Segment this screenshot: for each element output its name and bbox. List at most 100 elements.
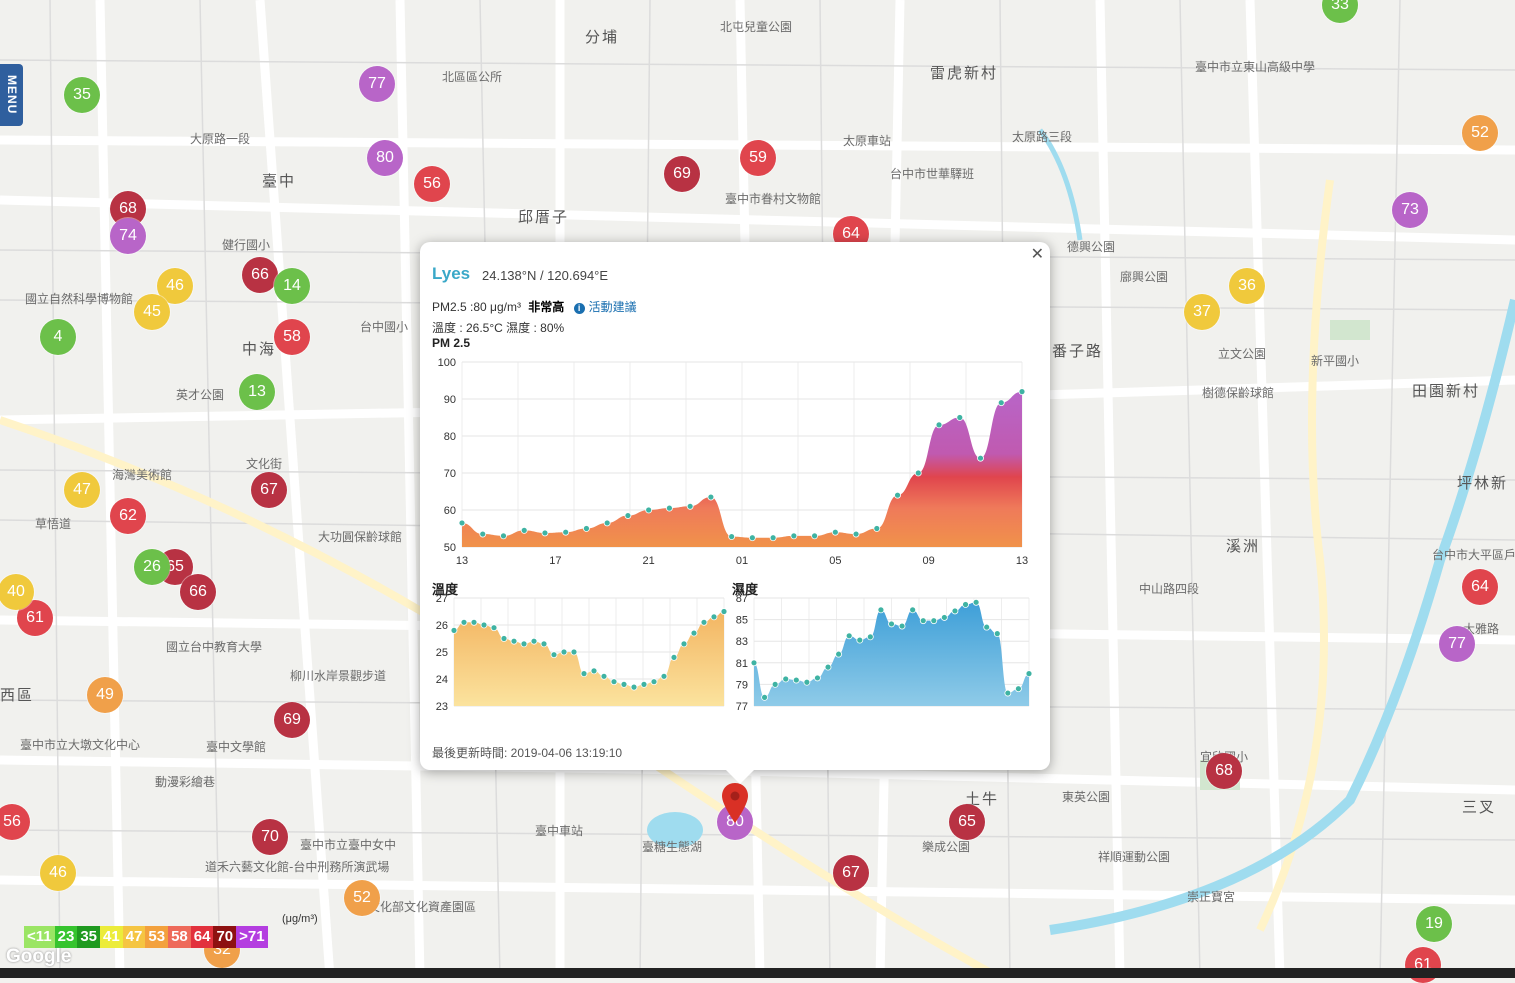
aq-marker[interactable]: 56: [0, 804, 30, 840]
aq-marker[interactable]: 80: [367, 140, 403, 176]
aq-marker[interactable]: 56: [414, 166, 450, 202]
aq-marker[interactable]: 4: [40, 319, 76, 355]
data-point: [686, 502, 694, 510]
y-tick-label: 27: [436, 594, 448, 605]
aq-marker[interactable]: 70: [252, 819, 288, 855]
info-icon[interactable]: i: [573, 303, 585, 314]
aq-marker[interactable]: 52: [1462, 115, 1498, 151]
activity-advice-link[interactable]: 活動建議: [588, 300, 637, 314]
map-label: 雷虎新村: [930, 64, 999, 82]
aq-marker[interactable]: 58: [274, 319, 310, 355]
aq-marker[interactable]: 73: [1392, 192, 1428, 228]
legend-item: 70: [213, 926, 237, 948]
map-label: 田園新村: [1412, 382, 1481, 400]
data-point: [650, 678, 658, 686]
station-name[interactable]: Lyes: [432, 264, 471, 283]
aq-marker[interactable]: 46: [40, 855, 76, 891]
aq-marker[interactable]: 62: [110, 498, 146, 534]
map-label: 中山路四段: [1139, 582, 1200, 596]
legend-item: 23: [54, 926, 78, 948]
data-point: [852, 530, 860, 538]
data-point: [898, 622, 906, 630]
data-point: [690, 629, 698, 637]
aq-marker[interactable]: 40: [0, 574, 34, 610]
aq-marker[interactable]: 35: [64, 77, 100, 113]
map-label: 廍興公園: [1120, 270, 1169, 284]
data-point: [700, 618, 708, 626]
map-label: 邱厝子: [518, 208, 570, 226]
data-point: [1004, 689, 1012, 697]
map-label: 台中國小: [360, 320, 409, 334]
aq-marker[interactable]: 37: [1184, 294, 1220, 330]
data-point: [877, 606, 885, 614]
map-label: 西區: [0, 686, 35, 704]
aq-marker[interactable]: 36: [1229, 268, 1265, 304]
temperature-chart: 23 24 25 26 27: [436, 594, 728, 713]
pm25-reading: PM2.5 :80 μg/m³: [432, 300, 521, 314]
aq-marker[interactable]: 77: [1439, 626, 1475, 662]
data-point: [479, 530, 487, 538]
data-point: [490, 624, 498, 632]
map-label: 中海: [242, 340, 277, 358]
aq-marker[interactable]: 33: [1322, 0, 1358, 23]
data-point: [782, 675, 790, 683]
map-label: 草悟道: [35, 517, 72, 531]
aq-marker[interactable]: 67: [251, 472, 287, 508]
aq-marker[interactable]: 13: [239, 374, 275, 410]
aq-marker[interactable]: 47: [64, 472, 100, 508]
google-logo: Google: [6, 946, 72, 967]
data-point: [993, 630, 1001, 638]
data-point: [728, 533, 736, 541]
y-tick-label: 60: [444, 505, 456, 517]
data-point: [972, 598, 980, 606]
aq-marker[interactable]: 59: [740, 140, 776, 176]
aq-marker[interactable]: 69: [274, 702, 310, 738]
x-tick-label: 01: [736, 555, 748, 565]
aq-marker[interactable]: 26: [134, 549, 170, 585]
map-label: 祥順運動公園: [1098, 850, 1171, 864]
data-point: [888, 620, 895, 628]
aq-marker[interactable]: 52: [344, 880, 380, 916]
aq-marker[interactable]: 69: [664, 156, 700, 192]
aq-marker[interactable]: 19: [1416, 906, 1452, 942]
legend-unit: (μg/m³): [282, 913, 318, 925]
data-point: [600, 672, 608, 680]
data-point: [645, 506, 653, 514]
aq-marker[interactable]: 64: [1462, 569, 1498, 605]
close-icon[interactable]: ✕: [1030, 246, 1044, 263]
pm25-chart: 50 60 70 80 90 100 13 17 21 01 05 09 13: [438, 357, 1028, 565]
y-tick-label: 23: [436, 701, 448, 713]
data-point: [660, 672, 668, 680]
map-label: 英才公園: [176, 388, 225, 402]
aq-marker[interactable]: 66: [180, 574, 216, 610]
data-point: [562, 528, 570, 536]
data-point: [720, 608, 728, 615]
aq-marker[interactable]: 45: [134, 294, 170, 330]
aq-marker[interactable]: 49: [87, 677, 123, 713]
data-point: [894, 491, 901, 499]
x-tick-label: 13: [1016, 555, 1028, 565]
aq-marker[interactable]: 67: [833, 855, 869, 891]
aq-marker[interactable]: 65: [949, 804, 985, 840]
aq-marker[interactable]: 74: [110, 218, 146, 254]
data-point: [580, 670, 588, 677]
map-label: 臺中車站: [535, 824, 584, 838]
map-label: 海灣美術館: [112, 468, 173, 482]
data-point: [909, 606, 917, 614]
y-tick-label: 50: [444, 542, 456, 554]
location-pin-icon[interactable]: [722, 783, 748, 828]
y-tick-label: 90: [444, 394, 456, 406]
aq-marker[interactable]: 14: [274, 268, 310, 304]
menu-button[interactable]: MENU: [0, 64, 23, 126]
aq-marker[interactable]: 68: [1206, 753, 1242, 789]
data-point: [530, 637, 538, 645]
data-point: [1018, 388, 1026, 395]
series-area: [462, 391, 1022, 547]
map-label: 立文公園: [1218, 347, 1267, 361]
aq-marker[interactable]: 77: [359, 66, 395, 102]
data-point: [935, 421, 943, 429]
station-coordinates: 24.138°N / 120.694°E: [482, 268, 609, 283]
aq-marker[interactable]: 66: [242, 257, 278, 293]
data-point: [570, 648, 578, 656]
